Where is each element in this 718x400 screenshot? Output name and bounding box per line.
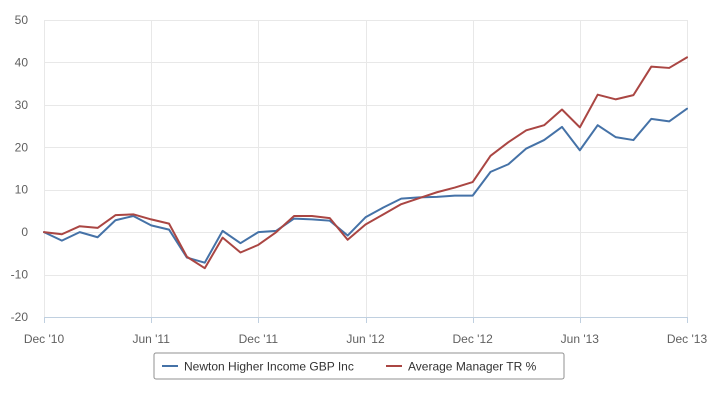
y-tick-labels: -20 -10 0 10 20 30 40 50: [11, 13, 29, 324]
y-tick-label: 50: [15, 13, 29, 27]
legend-label-series-1: Average Manager TR %: [408, 360, 537, 374]
legend-item-series-0[interactable]: Newton Higher Income GBP Inc: [162, 360, 354, 374]
y-tick-label: 40: [15, 55, 29, 69]
legend-label-series-0: Newton Higher Income GBP Inc: [184, 360, 354, 374]
grid: [44, 20, 688, 318]
x-tick-labels: Dec '10 Jun '11 Dec '11 Jun '12 Dec '12 Jun '…: [24, 332, 708, 346]
axes: [44, 317, 688, 323]
y-tick-label: -10: [11, 268, 29, 282]
x-tick-label: Dec '13: [667, 332, 708, 346]
y-tick-label: 20: [15, 140, 29, 154]
legend-box: [153, 352, 565, 380]
x-tick-label: Dec '11: [239, 332, 279, 346]
y-tick-label: 10: [15, 183, 29, 197]
x-tick-label: Dec '12: [453, 332, 494, 346]
x-tick-label: Jun '12: [346, 332, 385, 346]
y-tick-label: -20: [11, 310, 29, 324]
x-tick-label: Jun '11: [132, 332, 170, 346]
x-tick-label: Dec '10: [24, 332, 65, 346]
series-line-1[interactable]: [43, 56, 688, 270]
y-tick-label: 30: [15, 98, 29, 112]
y-tick-label: 0: [21, 225, 28, 239]
x-tick-label: Jun '13: [561, 332, 600, 346]
legend[interactable]: Newton Higher Income GBP Inc Average Man…: [153, 352, 565, 380]
legend-item-series-1[interactable]: Average Manager TR %: [386, 360, 537, 374]
series-lines: [43, 56, 688, 270]
series-line-0[interactable]: [43, 107, 688, 264]
